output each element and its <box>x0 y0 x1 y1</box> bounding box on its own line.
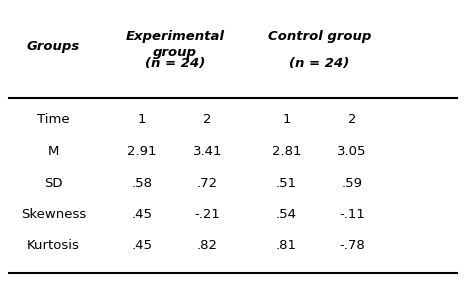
Text: (n = 24): (n = 24) <box>144 57 205 70</box>
Text: 1: 1 <box>282 113 291 126</box>
Text: .59: .59 <box>341 177 363 190</box>
Text: Control group: Control group <box>267 30 371 43</box>
Text: 2.81: 2.81 <box>272 145 302 158</box>
Text: 3.05: 3.05 <box>337 145 367 158</box>
Text: Groups: Groups <box>27 40 80 53</box>
Text: .72: .72 <box>197 177 218 190</box>
Text: 2: 2 <box>203 113 212 126</box>
Text: 2: 2 <box>348 113 356 126</box>
Text: 2.91: 2.91 <box>127 145 157 158</box>
Text: SD: SD <box>44 177 63 190</box>
Text: .82: .82 <box>197 239 218 252</box>
Text: (n = 24): (n = 24) <box>289 57 350 70</box>
Text: -.21: -.21 <box>194 208 220 221</box>
Text: .54: .54 <box>276 208 297 221</box>
Text: 3.41: 3.41 <box>192 145 222 158</box>
Text: Experimental
group: Experimental group <box>125 30 224 59</box>
Text: .45: .45 <box>131 239 153 252</box>
Text: .81: .81 <box>276 239 297 252</box>
Text: 1: 1 <box>138 113 146 126</box>
Text: .45: .45 <box>131 208 153 221</box>
Text: -.11: -.11 <box>339 208 365 221</box>
Text: .51: .51 <box>276 177 297 190</box>
Text: -.78: -.78 <box>339 239 365 252</box>
Text: Time: Time <box>37 113 70 126</box>
Text: M: M <box>48 145 59 158</box>
Text: Kurtosis: Kurtosis <box>27 239 80 252</box>
Text: .58: .58 <box>131 177 153 190</box>
Text: Skewness: Skewness <box>21 208 86 221</box>
